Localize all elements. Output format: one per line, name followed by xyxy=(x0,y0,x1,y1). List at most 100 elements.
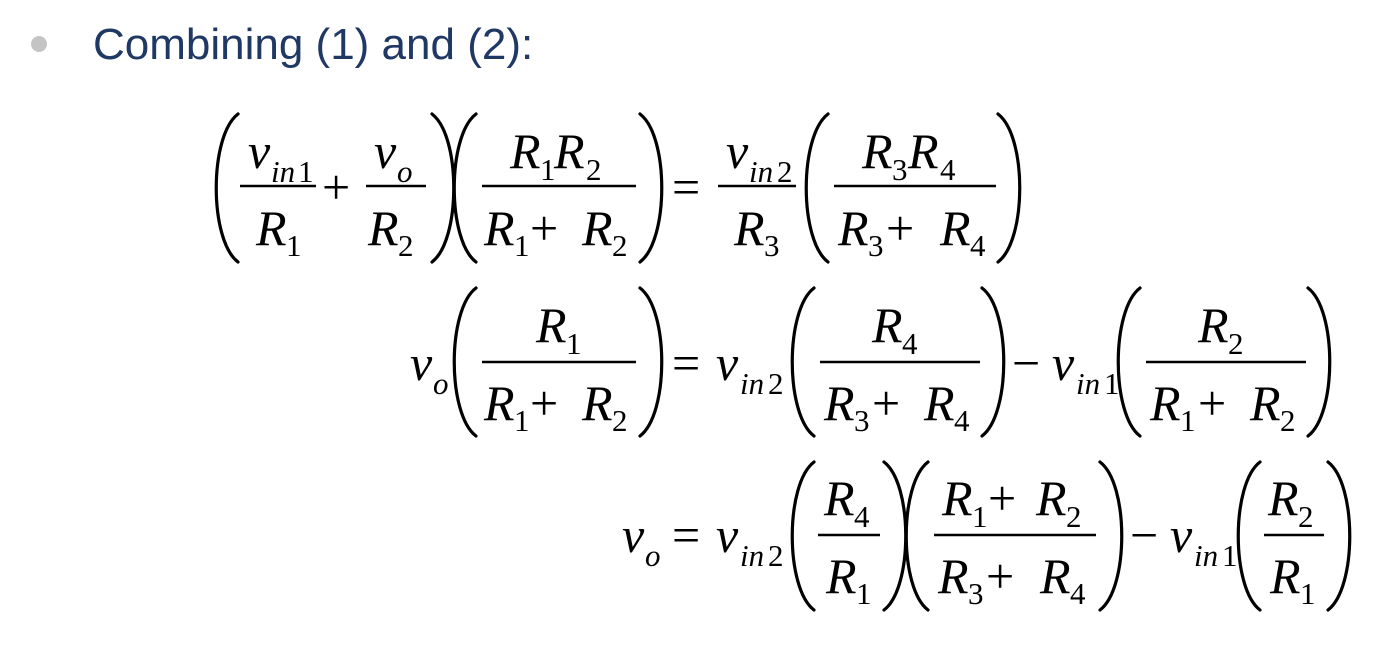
bullet-dot xyxy=(31,36,47,52)
symbol-R: R xyxy=(483,375,515,431)
symbol-R: R xyxy=(553,123,585,179)
symbol-R: R xyxy=(1149,375,1181,431)
symbol-R: R xyxy=(823,470,855,526)
subscript-o: o xyxy=(397,154,413,189)
operator-minus: − xyxy=(1130,507,1158,563)
symbol-R: R xyxy=(1249,375,1281,431)
subscript-2: 2 xyxy=(398,228,414,263)
symbol-R: R xyxy=(871,297,903,353)
symbol-R: R xyxy=(483,200,515,256)
operator-equals: = xyxy=(672,507,700,563)
left-paren xyxy=(790,286,816,438)
subscript-4: 4 xyxy=(902,326,918,361)
subscript-3: 3 xyxy=(868,228,884,263)
symbol-v: v xyxy=(374,123,397,179)
subscript-1: 1 xyxy=(1300,576,1316,611)
subscript-1: 1 xyxy=(298,154,314,189)
subscript-3: 3 xyxy=(892,152,908,187)
subscript-2: 2 xyxy=(612,228,628,263)
subscript-2: 2 xyxy=(1298,499,1314,534)
left-paren xyxy=(790,460,816,612)
subscript-1: 1 xyxy=(1180,403,1196,438)
operator-plus: + xyxy=(988,470,1016,526)
right-paren xyxy=(638,286,664,438)
right-paren xyxy=(1306,286,1332,438)
symbol-R: R xyxy=(941,470,973,526)
subscript-in: in xyxy=(1076,366,1100,401)
operator-equals: = xyxy=(672,335,700,391)
symbol-R: R xyxy=(1269,548,1301,604)
symbol-R: R xyxy=(939,200,971,256)
subscript-2: 2 xyxy=(1280,403,1296,438)
operator-minus: − xyxy=(1012,335,1040,391)
operator-plus: + xyxy=(872,375,900,431)
subscript-3: 3 xyxy=(968,576,984,611)
equation-1: v in 1 R 1 + v o R 2 R 1 R 2 R 1 + R xyxy=(214,112,1022,264)
symbol-R: R xyxy=(1267,470,1299,526)
symbol-R: R xyxy=(535,297,567,353)
symbol-R: R xyxy=(1035,470,1067,526)
subscript-2: 2 xyxy=(777,154,793,189)
subscript-1: 1 xyxy=(1104,366,1120,401)
subscript-in: in xyxy=(740,538,764,573)
subscript-1: 1 xyxy=(856,576,872,611)
right-paren xyxy=(430,112,456,264)
left-paren xyxy=(452,286,478,438)
symbol-R: R xyxy=(923,375,955,431)
subscript-4: 4 xyxy=(940,152,956,187)
left-paren xyxy=(214,112,240,264)
subscript-o: o xyxy=(645,538,661,573)
symbol-R: R xyxy=(509,123,541,179)
symbol-R: R xyxy=(1039,548,1071,604)
symbol-v: v xyxy=(1052,335,1075,391)
symbol-R: R xyxy=(733,200,765,256)
symbol-v: v xyxy=(716,335,739,391)
right-paren xyxy=(1326,460,1352,612)
subscript-1: 1 xyxy=(514,403,530,438)
operator-plus: + xyxy=(1198,375,1226,431)
symbol-R: R xyxy=(823,375,855,431)
operator-equals: = xyxy=(672,159,700,215)
subscript-in: in xyxy=(749,154,773,189)
operator-plus: + xyxy=(530,375,558,431)
subscript-4: 4 xyxy=(954,403,970,438)
subscript-4: 4 xyxy=(970,228,986,263)
subscript-4: 4 xyxy=(854,499,870,534)
subscript-in: in xyxy=(740,366,764,401)
subscript-2: 2 xyxy=(768,366,784,401)
symbol-R: R xyxy=(937,548,969,604)
right-paren xyxy=(882,460,908,612)
left-paren xyxy=(804,112,830,264)
symbol-R: R xyxy=(825,548,857,604)
subscript-1: 1 xyxy=(514,228,530,263)
subscript-2: 2 xyxy=(1228,326,1244,361)
symbol-R: R xyxy=(1197,297,1229,353)
right-paren xyxy=(1098,460,1124,612)
left-paren xyxy=(1236,460,1262,612)
subscript-3: 3 xyxy=(854,403,870,438)
bullet-heading: Combining (1) and (2): xyxy=(93,20,534,69)
subscript-1: 1 xyxy=(286,228,302,263)
subscript-4: 4 xyxy=(1070,576,1086,611)
equation-2: v o R 1 R 1 + R 2 = v in 2 R 4 R 3 + R 4 xyxy=(410,286,1332,438)
symbol-v: v xyxy=(716,507,739,563)
symbol-v: v xyxy=(248,123,271,179)
operator-plus: + xyxy=(322,159,350,215)
subscript-2: 2 xyxy=(768,538,784,573)
operator-plus: + xyxy=(530,200,558,256)
symbol-R: R xyxy=(367,200,399,256)
operator-plus: + xyxy=(986,548,1014,604)
symbol-R: R xyxy=(581,375,613,431)
subscript-in: in xyxy=(271,154,295,189)
symbol-v: v xyxy=(1170,507,1193,563)
symbol-R: R xyxy=(861,123,893,179)
right-paren xyxy=(638,112,664,264)
right-paren xyxy=(996,112,1022,264)
symbol-v: v xyxy=(410,335,433,391)
symbol-R: R xyxy=(907,123,939,179)
equation-3: v o = v in 2 R 4 R 1 R 1 + R 2 R 3 + R 4 xyxy=(622,460,1352,612)
subscript-2: 2 xyxy=(612,403,628,438)
symbol-v: v xyxy=(622,507,645,563)
